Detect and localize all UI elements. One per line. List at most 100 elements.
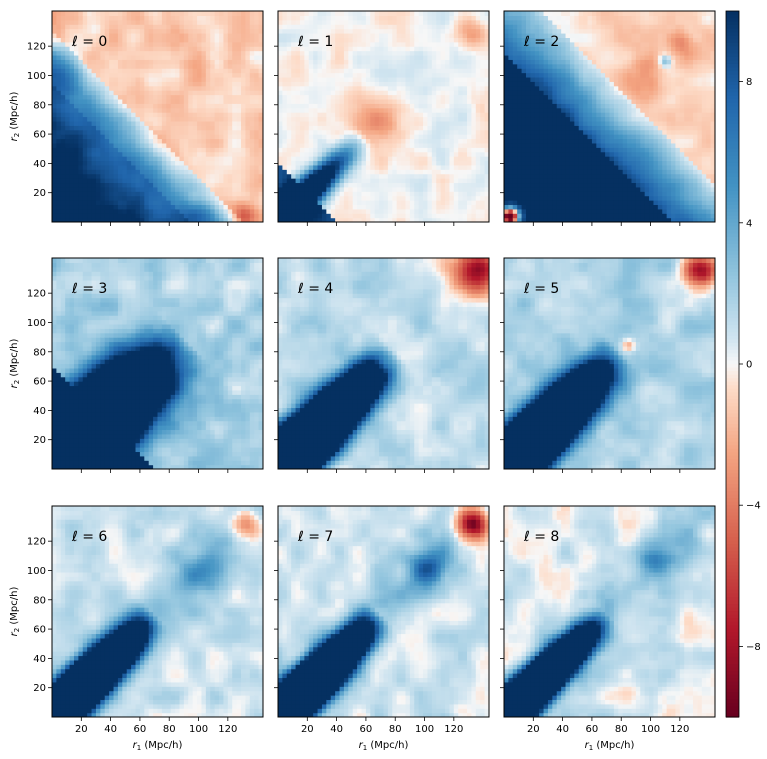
panel-frame — [277, 505, 490, 718]
colorbar-segment — [726, 99, 739, 104]
colorbar-segment — [726, 392, 739, 397]
colorbar-segment — [726, 247, 739, 252]
panel-label: ℓ = 2 — [523, 34, 559, 50]
colorbar-segment — [726, 159, 739, 164]
panel-label: ℓ = 7 — [297, 529, 333, 545]
colorbar-segment — [726, 367, 739, 372]
colorbar-segment — [726, 395, 739, 400]
colorbar-segment — [726, 293, 739, 298]
colorbar-segment — [726, 526, 739, 531]
colorbar-segment — [726, 441, 739, 446]
colorbar-segment — [726, 339, 739, 344]
panel-ell-1: ℓ = 1 — [274, 10, 490, 226]
colorbar-segment — [726, 28, 739, 33]
heatmap-image — [52, 506, 263, 717]
colorbar-segment — [726, 498, 739, 503]
colorbar-segment — [726, 346, 739, 351]
colorbar-segment — [726, 494, 739, 499]
panel-ell-5: ℓ = 5 — [500, 257, 716, 473]
x-tick-label: 100 — [415, 724, 434, 735]
colorbar-segment — [726, 205, 739, 210]
x-tick-label: 80 — [615, 724, 628, 735]
colorbar-segment — [726, 402, 739, 407]
colorbar-segment — [726, 374, 739, 379]
colorbar-segment — [726, 123, 739, 129]
colorbar-segment — [726, 74, 739, 79]
x-tick-label: 80 — [389, 724, 402, 735]
colorbar-segment — [726, 236, 739, 242]
colorbar-segment — [726, 607, 739, 612]
y-tick-label: 40 — [33, 406, 46, 417]
colorbar-segment — [726, 215, 739, 220]
colorbar-segment — [726, 448, 739, 453]
colorbar-segment — [726, 286, 739, 291]
y-tick-label: 40 — [33, 654, 46, 665]
colorbar-segment — [726, 268, 739, 273]
colorbar-segment — [726, 604, 739, 609]
y-tick-label: 60 — [33, 130, 46, 141]
colorbar-segment — [726, 46, 739, 51]
panel-label: ℓ = 6 — [71, 529, 107, 545]
colorbar-segment — [726, 462, 739, 467]
colorbar-segment — [726, 162, 739, 167]
colorbar-segment — [726, 275, 739, 280]
colorbar-segment — [726, 349, 739, 355]
colorbar-segment — [726, 191, 739, 196]
colorbar-segment — [726, 505, 739, 510]
colorbar-segment — [726, 332, 739, 337]
colorbar-segment — [726, 187, 739, 192]
colorbar-segment — [726, 219, 739, 224]
x-tick-label: 120 — [218, 724, 237, 735]
panel-frame — [51, 257, 264, 470]
colorbar-segment — [726, 300, 739, 305]
colorbar-segment — [726, 251, 739, 256]
colorbar-segment — [726, 18, 739, 23]
x-axis-label: r1 (Mpc/h) — [359, 740, 409, 752]
colorbar-segment — [726, 183, 739, 189]
panel-ell-8: ℓ = 8 20 40 60 80 100 120 r1 (Mpc/h) — [500, 505, 716, 752]
colorbar-segment — [726, 480, 739, 485]
colorbar-segment — [726, 678, 739, 683]
colorbar-segment — [726, 134, 739, 139]
colorbar-segment — [726, 335, 739, 340]
colorbar-segment — [726, 296, 739, 302]
x-tick-label: 40 — [556, 724, 569, 735]
panel-frame — [503, 505, 716, 718]
x-axis-label: r1 (Mpc/h) — [133, 740, 183, 752]
colorbar-segment — [726, 625, 739, 630]
colorbar-segment — [726, 600, 739, 605]
x-tick-label: 60 — [360, 724, 373, 735]
colorbar-segment — [726, 660, 739, 665]
y-tick-label: 120 — [27, 537, 46, 548]
y-tick-label: 100 — [27, 71, 46, 82]
colorbar-segment — [726, 540, 739, 545]
colorbar-segment — [726, 371, 739, 376]
colorbar-segment — [726, 233, 739, 238]
colorbar-segment — [726, 314, 739, 319]
colorbar-segment — [726, 695, 739, 700]
colorbar-segment — [726, 699, 739, 704]
colorbar-segment — [726, 688, 739, 693]
colorbar-segment — [726, 544, 739, 549]
panel-ell-2: ℓ = 2 — [500, 10, 716, 226]
colorbar-segment — [726, 515, 739, 520]
panel-ell-6: ℓ = 6 20 40 60 80 100 120 20 40 60 80 100 120 r1 (Mpc… — [9, 505, 264, 752]
colorbar-segment — [726, 364, 739, 369]
colorbar-segment — [726, 208, 739, 213]
heatmap-image — [278, 258, 489, 469]
colorbar-segment — [726, 635, 739, 640]
colorbar-segment — [726, 67, 739, 72]
colorbar-segment — [726, 289, 739, 294]
y-axis-label: r2 (Mpc/h) — [9, 92, 21, 142]
colorbar-segment — [726, 138, 739, 143]
colorbar-segment — [726, 621, 739, 626]
colorbar-segment — [726, 113, 739, 118]
colorbar-segment — [726, 572, 739, 577]
colorbar-segment — [726, 434, 739, 439]
colorbar-tick-label: 0 — [746, 360, 752, 371]
colorbar-segment — [726, 685, 739, 690]
colorbar-segment — [726, 240, 739, 245]
y-tick-label: 80 — [33, 595, 46, 606]
colorbar-segment — [726, 547, 739, 552]
colorbar-segment — [726, 522, 739, 527]
